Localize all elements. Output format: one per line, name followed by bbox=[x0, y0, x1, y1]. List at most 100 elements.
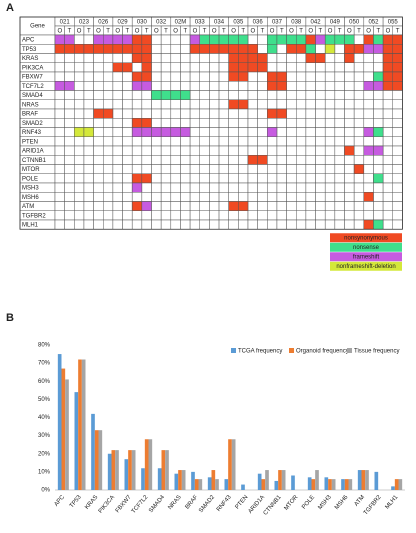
grid-cell bbox=[267, 210, 278, 221]
grid-cell bbox=[209, 136, 220, 147]
grid-cell bbox=[199, 53, 210, 63]
grid-cell bbox=[103, 219, 114, 230]
bar bbox=[157, 468, 162, 490]
grid-cell bbox=[296, 136, 307, 147]
grid-cell bbox=[93, 173, 104, 184]
grid-cell bbox=[392, 182, 403, 193]
grid-cell bbox=[382, 192, 394, 202]
subcolumn-label: O bbox=[115, 29, 120, 35]
grid-cell bbox=[112, 127, 123, 137]
subcolumn-label: O bbox=[135, 29, 140, 35]
grid-cell bbox=[170, 201, 181, 211]
grid-cell bbox=[296, 219, 307, 230]
grid-cell bbox=[64, 127, 75, 137]
grid-cell bbox=[189, 164, 201, 174]
mutation-cell bbox=[131, 173, 143, 184]
patient-label: 023 bbox=[79, 20, 90, 26]
grid-cell bbox=[93, 127, 104, 137]
grid-cell bbox=[353, 155, 365, 165]
mutation-cell bbox=[228, 53, 239, 63]
grid-cell bbox=[199, 62, 210, 73]
grid-cell bbox=[334, 99, 345, 110]
grid-cell bbox=[122, 201, 133, 211]
grid-cell bbox=[363, 108, 374, 119]
grid-cell bbox=[199, 164, 210, 174]
grid-cell bbox=[276, 164, 287, 174]
grid-cell bbox=[334, 136, 345, 147]
grid-cell bbox=[74, 201, 85, 211]
grid-cell bbox=[180, 164, 191, 174]
grid-cell bbox=[324, 219, 336, 230]
grid-cell bbox=[373, 118, 384, 128]
mutation-cell bbox=[122, 34, 133, 45]
grid-cell bbox=[247, 90, 258, 100]
grid-cell bbox=[344, 201, 355, 211]
grid-cell bbox=[141, 164, 152, 174]
grid-cell bbox=[353, 71, 365, 82]
grid-cell bbox=[64, 53, 75, 63]
mutation-cell bbox=[141, 81, 152, 91]
grid-cell bbox=[103, 201, 114, 211]
grid-cell bbox=[151, 62, 162, 73]
mutation-cell bbox=[209, 34, 220, 45]
grid-cell bbox=[363, 155, 374, 165]
grid-cell bbox=[247, 210, 258, 221]
grid-cell bbox=[180, 173, 191, 184]
grid-cell bbox=[170, 44, 181, 54]
subcolumn-label: T bbox=[68, 29, 72, 35]
y-tick-label: 40% bbox=[38, 415, 51, 421]
grid-cell bbox=[199, 99, 210, 110]
grid-cell bbox=[199, 201, 210, 211]
grid-cell bbox=[54, 53, 65, 63]
grid-cell bbox=[238, 118, 249, 128]
grid-cell bbox=[151, 182, 162, 193]
grid-cell bbox=[160, 99, 172, 110]
gene-label: SMAD2 bbox=[22, 121, 43, 127]
subcolumn-label: T bbox=[319, 29, 323, 35]
grid-cell bbox=[353, 118, 365, 128]
grid-cell bbox=[199, 192, 210, 202]
grid-cell bbox=[305, 118, 316, 128]
subcolumn-label: T bbox=[164, 29, 168, 35]
subcolumn-label: T bbox=[106, 29, 110, 35]
grid-cell bbox=[324, 182, 336, 193]
grid-cell bbox=[334, 173, 345, 184]
grid-cell bbox=[267, 62, 278, 73]
grid-cell bbox=[170, 62, 181, 73]
x-tick-label: APC bbox=[54, 494, 67, 508]
grid-cell bbox=[392, 145, 403, 156]
grid-cell bbox=[74, 192, 85, 202]
grid-cell bbox=[93, 210, 104, 221]
legend-label: nonframeshift-deletion bbox=[336, 264, 395, 270]
grid-cell bbox=[286, 81, 297, 91]
grid-cell bbox=[286, 136, 297, 147]
grid-cell bbox=[180, 118, 191, 128]
grid-cell bbox=[180, 192, 191, 202]
grid-cell bbox=[267, 201, 278, 211]
subcolumn-label: O bbox=[96, 29, 101, 35]
grid-cell bbox=[160, 219, 172, 230]
mutation-cell bbox=[247, 53, 258, 63]
grid-cell bbox=[122, 173, 133, 184]
grid-cell bbox=[74, 164, 85, 174]
grid-cell bbox=[131, 62, 143, 73]
grid-cell bbox=[64, 210, 75, 221]
mutation-cell bbox=[74, 44, 85, 54]
patient-label: 032 bbox=[156, 20, 167, 26]
grid-cell bbox=[247, 136, 258, 147]
grid-cell bbox=[305, 108, 316, 119]
grid-cell bbox=[373, 192, 384, 202]
grid-cell bbox=[170, 136, 181, 147]
grid-cell bbox=[238, 127, 249, 137]
bar bbox=[74, 392, 79, 490]
grid-cell bbox=[382, 108, 394, 119]
x-tick-label: PTEN bbox=[235, 494, 250, 510]
bar bbox=[241, 484, 245, 490]
mutation-cell bbox=[344, 53, 355, 63]
grid-cell bbox=[83, 192, 94, 202]
grid-cell bbox=[189, 145, 201, 156]
grid-cell bbox=[363, 173, 374, 184]
grid-cell bbox=[286, 219, 297, 230]
panel-label: A bbox=[6, 2, 14, 14]
grid-cell bbox=[64, 136, 75, 147]
